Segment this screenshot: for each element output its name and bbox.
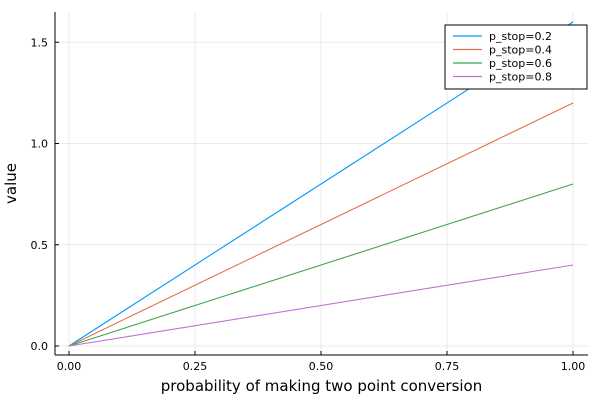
y-tick-label: 0.0 [31,340,49,353]
x-tick-label: 0.00 [57,360,82,373]
y-ticks: 0.0 0.5 1.0 1.5 [31,36,59,353]
x-tick-label: 0.25 [183,360,208,373]
legend: p_stop=0.2p_stop=0.4p_stop=0.6p_stop=0.8 [444,24,588,90]
y-axis-label: value [2,163,20,204]
y-tick-label: 0.5 [31,239,49,252]
x-tick-label: 0.75 [435,360,460,373]
series-line-3 [68,183,574,347]
series-line-2 [68,102,574,347]
x-ticks: 0.00 0.25 0.50 0.75 1.00 [57,351,586,373]
x-axis-label: probability of making two point conversi… [161,377,482,395]
y-tick-label: 1.5 [31,36,49,49]
x-tick-label: 0.50 [309,360,334,373]
x-tick-label: 1.00 [561,360,586,373]
legend-label: p_stop=0.4 [489,44,552,57]
y-tick-label: 1.0 [31,138,49,151]
legend-label: p_stop=0.8 [489,71,552,84]
series-line-4 [68,264,574,347]
legend-label: p_stop=0.6 [489,57,552,70]
legend-label: p_stop=0.2 [489,30,552,43]
